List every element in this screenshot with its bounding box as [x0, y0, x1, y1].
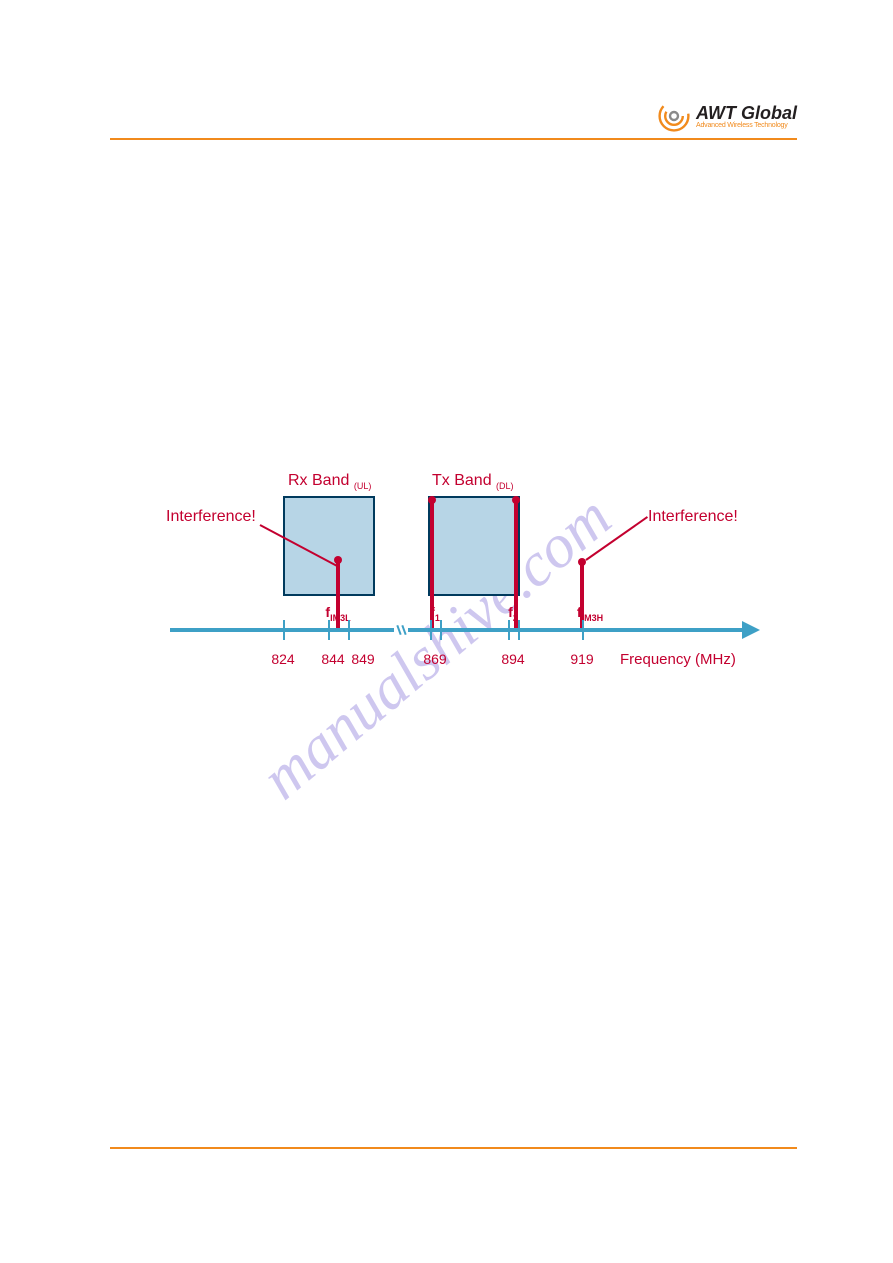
- swirl-icon: [658, 100, 690, 132]
- axis-title: Frequency (MHz): [620, 651, 736, 668]
- brand-logo: AWT Global Advanced Wireless Technology: [658, 100, 797, 132]
- frequency-axis: [170, 628, 750, 632]
- freq-849: 849: [351, 651, 374, 667]
- rx-band-sub: (UL): [354, 481, 372, 491]
- signal-f2-dot: [512, 496, 520, 504]
- freq-824: 824: [271, 651, 294, 667]
- brand-title: AWT Global: [696, 104, 797, 122]
- freq-844: 844: [321, 651, 344, 667]
- tick-844a: [328, 620, 330, 640]
- tick-894a: [508, 620, 510, 640]
- tick-869a: [430, 620, 432, 640]
- freq-894: 894: [501, 651, 524, 667]
- tx-band-label: Tx Band: [432, 472, 492, 489]
- tx-band-sub: (DL): [496, 481, 514, 491]
- signal-im3l-dot: [334, 556, 342, 564]
- footer-divider: [110, 1147, 797, 1149]
- interference-right-label: Interference!: [648, 508, 738, 526]
- tick-849: [348, 620, 350, 640]
- interference-right-line: [585, 516, 648, 561]
- tx-band-box: [428, 496, 520, 596]
- tick-824: [283, 620, 285, 640]
- brand-subtitle: Advanced Wireless Technology: [696, 122, 797, 129]
- axis-arrow-icon: [742, 621, 760, 639]
- brand-text: AWT Global Advanced Wireless Technology: [696, 104, 797, 129]
- spectrum-figure: Rx Band (UL) Tx Band (DL) fIM3L f1: [170, 466, 760, 676]
- page: AWT Global Advanced Wireless Technology …: [0, 0, 893, 1263]
- tick-894b: [518, 620, 520, 640]
- freq-869: 869: [423, 651, 446, 667]
- page-header: AWT Global Advanced Wireless Technology: [0, 0, 893, 145]
- tick-869b: [440, 620, 442, 640]
- tick-919: [582, 620, 584, 640]
- rx-band-title: Rx Band (UL): [288, 472, 371, 491]
- label-im3h-sub: IM3H: [582, 613, 604, 623]
- rx-band-label: Rx Band: [288, 472, 349, 489]
- label-im3h: fIM3H: [577, 604, 603, 623]
- axis-break-icon: [394, 622, 408, 638]
- tx-band-title: Tx Band (DL): [432, 472, 514, 491]
- header-divider: [110, 138, 797, 140]
- interference-left-label: Interference!: [166, 508, 256, 526]
- freq-919: 919: [570, 651, 593, 667]
- signal-f1-dot: [428, 496, 436, 504]
